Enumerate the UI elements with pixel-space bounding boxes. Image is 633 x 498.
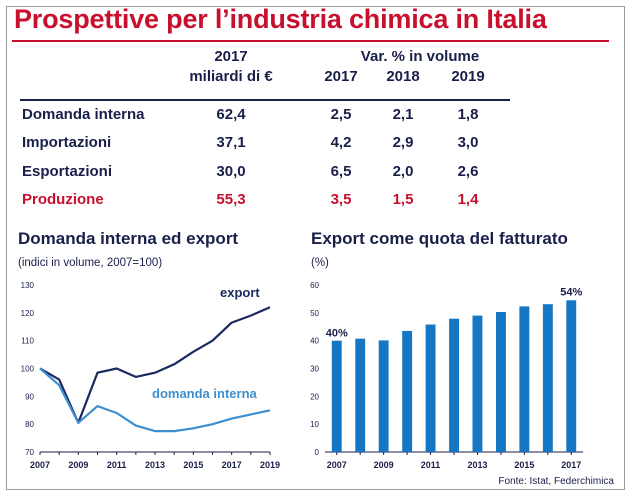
bar-2012: [449, 318, 459, 452]
left-chart-subtitle: (indici in volume, 2007=100): [18, 257, 163, 269]
row-label: Domanda interna: [22, 106, 145, 123]
title-underline: [12, 40, 609, 42]
row-value: 62,4: [216, 106, 246, 123]
row-var-2017: 3,5: [330, 191, 352, 208]
table-header-value-unit: miliardi di €: [189, 68, 273, 85]
legend-label-domanda-interna: domanda interna: [152, 386, 258, 401]
row-var-2018: 1,5: [392, 191, 414, 208]
data-label-last: 54%: [560, 286, 582, 298]
x-tick-label: 2015: [514, 460, 534, 470]
data-label-first: 40%: [326, 328, 348, 340]
table-row-produzione: Produzione 55,3 3,5 1,5 1,4: [0, 191, 633, 213]
x-tick-label: 2013: [467, 460, 487, 470]
figure-frame: [6, 6, 625, 490]
table-header-rule: [20, 99, 510, 101]
bar-2010: [402, 330, 413, 452]
bar-2015: [519, 306, 530, 452]
y-tick-label: 120: [21, 309, 35, 318]
x-tick-label: 2017: [561, 460, 581, 470]
row-var-2017: 2,5: [330, 106, 352, 123]
bar-2008: [355, 338, 366, 452]
right-chart-title: Export come quota del fatturato: [311, 229, 568, 248]
table-header-year-2019: 2019: [451, 68, 485, 85]
row-var-2017: 6,5: [330, 163, 352, 180]
row-var-2019: 1,4: [457, 191, 479, 208]
bar-2016: [542, 304, 553, 452]
row-var-2019: 1,8: [457, 106, 479, 123]
page-title: Prospettive per l’industria chimica in I…: [14, 4, 547, 34]
y-tick-label: 40: [310, 337, 319, 346]
bar-2007: [331, 340, 342, 452]
row-value: 55,3: [216, 191, 246, 208]
x-tick-label: 2009: [68, 460, 88, 470]
left-chart-title: Domanda interna ed export: [18, 229, 239, 248]
y-tick-label: 110: [21, 337, 34, 346]
row-var-2018: 2,1: [392, 106, 414, 123]
y-tick-label: 20: [310, 392, 319, 401]
row-value: 30,0: [216, 163, 246, 180]
bar-2013: [472, 315, 483, 452]
bar-2011: [425, 324, 436, 452]
table-header-year-2018: 2018: [386, 68, 420, 85]
x-tick-label: 2013: [145, 460, 165, 470]
row-var-2019: 2,6: [457, 163, 479, 180]
y-tick-label: 50: [310, 309, 319, 318]
row-label: Produzione: [22, 191, 104, 208]
x-tick-label: 2007: [327, 460, 347, 470]
y-tick-label: 90: [25, 392, 34, 401]
x-tick-label: 2015: [183, 460, 203, 470]
y-tick-label: 10: [310, 420, 319, 429]
source-note: Fonte: Istat, Federchimica: [498, 476, 614, 487]
y-tick-label: 130: [21, 281, 35, 290]
y-tick-label: 80: [25, 420, 34, 429]
row-value: 37,1: [216, 134, 246, 151]
bar-2014: [496, 312, 506, 452]
y-tick-label: 60: [310, 281, 319, 290]
x-tick-label: 2017: [222, 460, 242, 470]
table-row-domanda-interna: Domanda interna 62,4 2,5 2,1 1,8: [0, 106, 633, 128]
y-tick-label: 30: [310, 365, 319, 374]
x-tick-label: 2009: [374, 460, 394, 470]
series-line-domanda-interna: [39, 367, 271, 433]
table-row-esportazioni: Esportazioni 30,0 6,5 2,0 2,6: [0, 163, 633, 185]
y-tick-label: 0: [315, 448, 320, 457]
x-tick-label: 2019: [260, 460, 280, 470]
row-var-2018: 2,9: [392, 134, 414, 151]
table-header-variation: Var. % in volume: [360, 48, 480, 65]
bar-2009: [378, 340, 389, 452]
row-label: Esportazioni: [22, 163, 113, 180]
x-tick-label: 2011: [107, 460, 127, 470]
y-tick-label: 100: [21, 365, 35, 374]
row-var-2019: 3,0: [457, 134, 479, 151]
table-header-value-year: 2017: [214, 48, 248, 65]
legend-label-export: export: [220, 285, 260, 300]
row-var-2018: 2,0: [392, 163, 414, 180]
y-tick-label: 70: [25, 448, 34, 457]
bar-2017: [566, 300, 577, 452]
table-row-importazioni: Importazioni 37,1 4,2 2,9 3,0: [0, 134, 633, 156]
table-header-year-2017: 2017: [324, 68, 358, 85]
x-tick-label: 2007: [30, 460, 50, 470]
right-chart-subtitle: (%): [311, 257, 329, 269]
row-var-2017: 4,2: [330, 134, 352, 151]
x-tick-label: 2011: [421, 460, 441, 470]
row-label: Importazioni: [22, 134, 112, 151]
